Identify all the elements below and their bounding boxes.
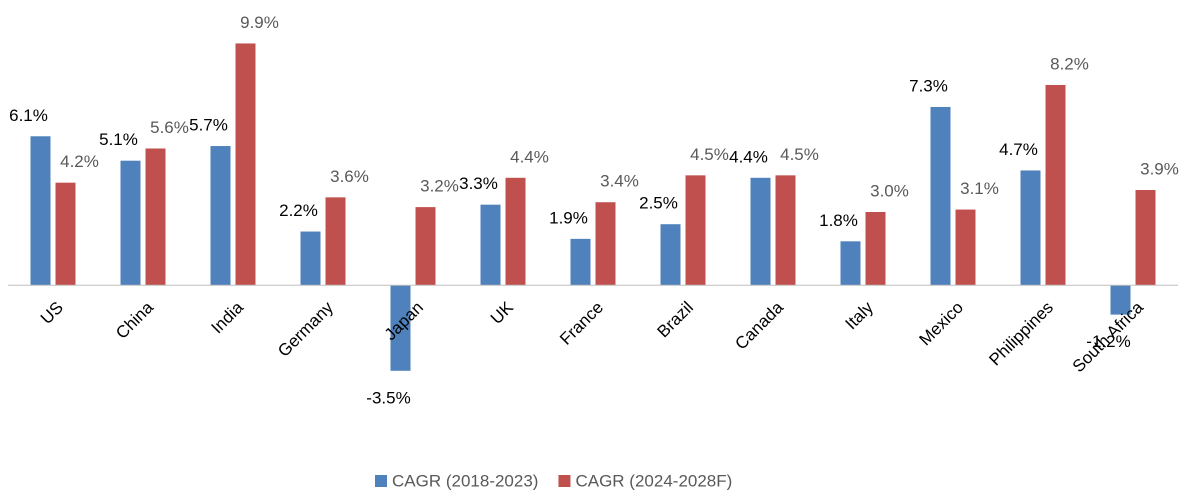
data-label: 4.4% — [729, 147, 768, 166]
x-tick-label: France — [556, 298, 607, 349]
x-tick-label: India — [207, 297, 247, 337]
bar — [325, 197, 346, 286]
bar — [1020, 170, 1041, 286]
x-tick-label: South Africa — [1069, 297, 1148, 376]
x-tick-label: Germany — [274, 298, 337, 361]
bar — [235, 43, 256, 286]
bar — [210, 146, 231, 286]
bar — [660, 224, 681, 286]
bar — [685, 175, 706, 286]
data-label: 7.3% — [909, 76, 948, 95]
legend-swatch — [558, 475, 571, 487]
data-label: 6.1% — [9, 106, 48, 125]
data-label: 3.1% — [960, 179, 999, 198]
data-label: 3.4% — [600, 172, 639, 191]
x-tick-label: Philippines — [985, 298, 1057, 370]
x-tick-label: US — [37, 298, 67, 328]
bar — [300, 231, 321, 286]
bar — [1135, 190, 1156, 286]
bar — [55, 182, 76, 286]
bar — [840, 241, 861, 286]
bar — [595, 202, 616, 286]
legend-label: CAGR (2018-2023) — [392, 471, 538, 490]
x-tick-label: UK — [487, 297, 518, 328]
x-tick-label: Canada — [731, 297, 787, 353]
bar — [1110, 285, 1131, 315]
bar — [30, 136, 51, 286]
data-label: 4.2% — [60, 152, 99, 171]
bar — [480, 204, 501, 286]
bar — [955, 209, 976, 286]
bar — [120, 160, 141, 286]
x-tick-label: Italy — [842, 298, 878, 334]
data-label: -1.2% — [1086, 332, 1130, 351]
data-label: 3.6% — [330, 167, 369, 186]
legend-label: CAGR (2024-2028F) — [575, 471, 732, 490]
data-label: 9.9% — [240, 13, 279, 32]
data-label: 3.2% — [420, 177, 459, 196]
data-label: 5.7% — [189, 116, 228, 135]
data-label: 3.9% — [1140, 159, 1179, 178]
bar — [145, 148, 166, 286]
data-label: 1.8% — [819, 211, 858, 230]
bar — [505, 177, 526, 286]
legend-swatch — [375, 475, 387, 487]
bar — [1045, 84, 1066, 286]
data-label: 3.3% — [459, 174, 498, 193]
data-label: 5.1% — [99, 130, 138, 149]
data-label: 3.0% — [870, 181, 909, 200]
data-label: 8.2% — [1050, 54, 1089, 73]
bar — [415, 207, 436, 286]
data-label: 2.2% — [279, 201, 318, 220]
x-tick-label: Mexico — [915, 298, 967, 350]
data-label: 2.5% — [639, 194, 678, 213]
bar — [570, 238, 591, 286]
bar — [750, 177, 771, 286]
bar — [930, 106, 951, 286]
data-label: 1.9% — [549, 208, 588, 227]
data-label: 4.5% — [780, 145, 819, 164]
data-label: 4.7% — [999, 140, 1038, 159]
data-label: 4.4% — [510, 147, 549, 166]
bar — [775, 175, 796, 286]
data-label: -3.5% — [366, 388, 410, 407]
data-label: 4.5% — [690, 145, 729, 164]
bar — [390, 285, 411, 371]
bar — [865, 212, 886, 286]
x-tick-label: Brazil — [654, 298, 697, 341]
x-tick-label: China — [112, 297, 157, 342]
data-label: 5.6% — [150, 118, 189, 137]
